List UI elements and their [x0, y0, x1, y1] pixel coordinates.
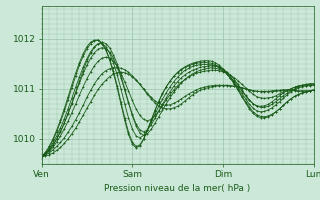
X-axis label: Pression niveau de la mer( hPa ): Pression niveau de la mer( hPa ) — [104, 184, 251, 193]
